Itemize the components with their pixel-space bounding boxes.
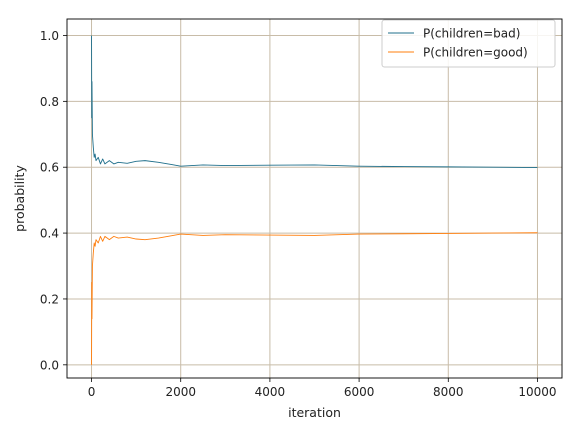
x-tick-label: 4000: [255, 385, 286, 399]
legend-label-0: P(children=bad): [423, 27, 520, 41]
x-axis: 0 2000 4000 6000 8000 10000: [88, 378, 557, 399]
series-line-1: [91, 232, 538, 365]
y-tick-label: 0.6: [40, 161, 59, 175]
x-tick-label: 6000: [344, 385, 375, 399]
legend-box: [381, 19, 556, 68]
y-tick-label: 0.8: [40, 95, 59, 109]
x-axis-label: iteration: [288, 405, 341, 420]
plot-frame: [66, 18, 563, 379]
y-tick-label: 0.0: [40, 358, 59, 372]
x-tick-label: 0: [88, 385, 96, 399]
x-tick-label: 10000: [518, 385, 556, 399]
y-axis-label: probability: [12, 165, 27, 232]
y-tick-label: 1.0: [40, 29, 59, 43]
y-axis: 0.0 0.2 0.4 0.6 0.8 1.0: [40, 29, 67, 372]
series-lines: [91, 35, 538, 365]
y-tick-label: 0.4: [40, 227, 59, 241]
series-line-0: [91, 35, 538, 168]
legend-label-1: P(children=good): [423, 46, 528, 60]
legend: P(children=bad) P(children=good): [381, 19, 556, 68]
y-tick-label: 0.2: [40, 292, 59, 306]
x-tick-label: 8000: [433, 385, 464, 399]
x-tick-label: 2000: [165, 385, 196, 399]
